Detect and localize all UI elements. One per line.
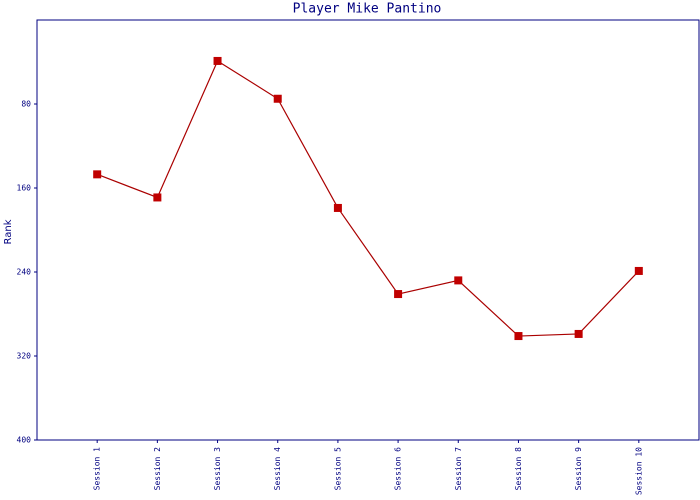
- data-marker: [93, 170, 102, 179]
- x-tick-label: Session 3: [213, 447, 222, 491]
- x-tick-label: Session 4: [273, 447, 282, 491]
- y-tick-label: 240: [17, 268, 32, 277]
- data-marker: [454, 276, 463, 285]
- x-tick-label: Session 6: [394, 447, 403, 491]
- x-tick-label: Session 9: [574, 447, 583, 491]
- data-marker: [574, 329, 583, 338]
- data-marker: [213, 56, 222, 65]
- x-tick-label: Session 5: [333, 447, 342, 491]
- data-marker: [514, 332, 523, 341]
- chart-title: Player Mike Pantino: [293, 2, 442, 17]
- data-marker: [273, 94, 282, 103]
- plot-frame: [36, 19, 700, 441]
- x-tick-label: Session 10: [634, 447, 643, 495]
- x-tick-label: Session 2: [153, 447, 162, 491]
- x-tick-label: Session 1: [93, 447, 102, 491]
- data-marker: [634, 266, 643, 275]
- data-marker: [333, 203, 342, 212]
- y-tick-label: 160: [17, 184, 32, 193]
- data-marker: [394, 290, 403, 299]
- y-tick-label: 400: [17, 436, 32, 445]
- y-tick-label: 80: [21, 100, 31, 109]
- x-tick-label: Session 8: [514, 447, 523, 491]
- series-line: [96, 60, 640, 337]
- y-tick-label: 320: [17, 352, 32, 361]
- y-axis-label: Rank: [3, 219, 14, 244]
- x-tick-label: Session 7: [454, 447, 463, 491]
- data-marker: [153, 193, 162, 202]
